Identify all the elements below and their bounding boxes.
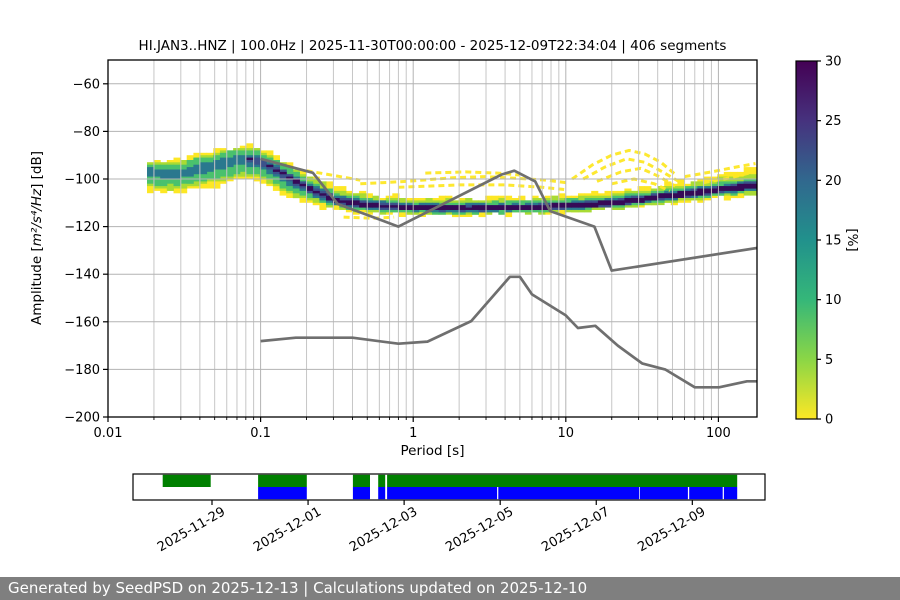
x-axis-label: Period [s] — [400, 443, 465, 459]
timeline-green-segment — [352, 474, 370, 487]
colorbar: 0 5 10 15 20 25 30 — [795, 55, 842, 428]
x-tick-label: 10 — [558, 426, 575, 441]
colorbar-tick-label: 15 — [825, 234, 842, 249]
nlnm-line — [260, 275, 757, 389]
timeline-green-segment — [387, 474, 738, 487]
x-tick-label: 0.1 — [250, 426, 271, 441]
footer-text: Generated by SeedPSD on 2025-12-13 | Cal… — [8, 579, 588, 597]
colorbar-tick-label: 25 — [825, 114, 842, 129]
y-tick-label: −100 — [64, 173, 100, 188]
y-tick-label: −160 — [64, 315, 100, 330]
y-tick-label: −120 — [64, 220, 100, 235]
grid-lines — [107, 60, 757, 417]
x-tick-label: 100 — [706, 426, 731, 441]
timeline-date-label: 2025-11-29 — [155, 504, 228, 555]
timeline-blue-segment — [352, 487, 370, 500]
timeline-green-segment — [258, 474, 307, 487]
timeline-date-label: 2025-12-09 — [635, 504, 708, 555]
noise-model-lines — [260, 157, 757, 389]
colorbar-tick-label: 30 — [825, 55, 842, 70]
timeline-blue-segment — [387, 487, 498, 500]
timeline-date-label: 2025-12-07 — [539, 504, 612, 555]
timeline-date-label: 2025-12-05 — [443, 504, 516, 555]
x-tick-label: 1 — [409, 426, 417, 441]
timeline-green-segment — [378, 474, 386, 487]
colorbar-tick-label: 20 — [825, 174, 842, 189]
timeline-blue-segment — [498, 487, 640, 500]
timeline-blue-segment — [378, 487, 386, 500]
x-tick-label: 0.01 — [94, 426, 123, 441]
timeline-blue-segment — [723, 487, 738, 500]
timeline-date-label: 2025-12-01 — [251, 504, 324, 555]
y-tick-label: −140 — [64, 268, 100, 283]
colorbar-tick-label: 0 — [825, 413, 833, 428]
y-tick-label: −80 — [73, 125, 100, 140]
plot-title: HI.JAN3..HNZ | 100.0Hz | 2025-11-30T00:0… — [138, 38, 727, 54]
plot-frame — [107, 59, 758, 418]
axis-ticks: 0.01 0.1 1 10 100 −60 −80 −100 −120 −140 −160 −180 −… — [64, 77, 731, 441]
timeline-date-label: 2025-12-03 — [347, 504, 420, 555]
timeline-blue-segment — [639, 487, 688, 500]
colorbar-tick-label: 5 — [825, 353, 833, 368]
nhnm-line — [260, 157, 757, 272]
y-tick-label: −200 — [64, 411, 100, 426]
footer-bar: Generated by SeedPSD on 2025-12-13 | Cal… — [0, 577, 900, 600]
timeline-blue-segment — [258, 487, 307, 500]
availability-timeline: 2025-11-29 2025-12-01 2025-12-03 2025-12-05… — [132, 473, 766, 555]
timeline-green-segment — [162, 474, 211, 487]
y-tick-label: −180 — [64, 363, 100, 378]
y-tick-label: −60 — [73, 77, 100, 92]
colorbar-tick-label: 10 — [825, 293, 842, 308]
timeline-blue-segment — [689, 487, 723, 500]
